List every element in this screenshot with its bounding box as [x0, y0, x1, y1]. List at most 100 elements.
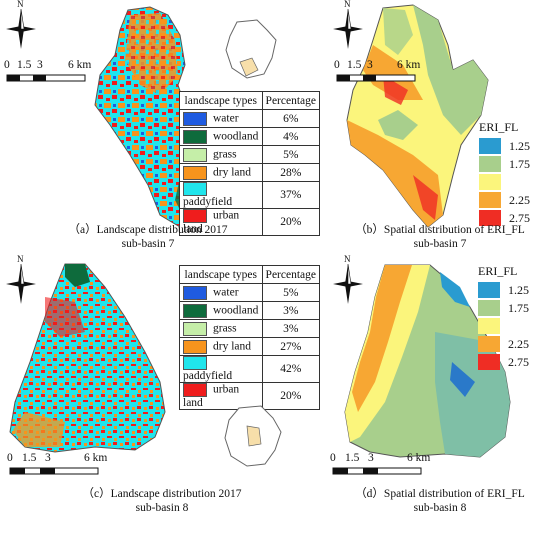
legend-item: 2.75 — [479, 209, 530, 227]
legend-item — [478, 317, 529, 335]
landscape-type-cell: grass — [179, 145, 263, 164]
legend-item: 1.25 — [479, 137, 530, 155]
legend-swatch — [478, 336, 500, 352]
table-row: dry land 27% — [179, 337, 321, 356]
landscape-type-label: urban land — [183, 209, 240, 235]
percentage-cell: 3% — [261, 319, 321, 338]
percentage-cell: 6% — [261, 109, 321, 128]
landscape-swatch — [183, 147, 207, 162]
scale-tick-1-5: 1.5 — [345, 452, 360, 464]
caption-d-line1: （d）Spatial distribution of ERI_FL — [355, 488, 525, 500]
percentage-cell: 5% — [261, 145, 321, 164]
landscape-type-cell: urban land — [179, 208, 263, 236]
legend-label: 2.75 — [508, 354, 529, 369]
landscape-map-subbasin-8 — [9, 263, 166, 453]
percentage-cell: 5% — [261, 283, 321, 302]
percentage-cell: 3% — [261, 301, 321, 320]
landscape-type-cell: water — [179, 109, 263, 128]
percentage-cell: 37% — [261, 181, 321, 209]
landscape-type-cell: dry land — [179, 163, 263, 182]
landscape-type-label: water — [213, 112, 239, 125]
legend-label: 2.25 — [508, 336, 529, 351]
landscape-table-subbasin-7: landscape types Percentage water 6% woodla… — [179, 91, 321, 236]
scale-tick-6km: 6 km — [407, 452, 431, 464]
legend-label: 1.25 — [509, 138, 530, 153]
legend-rows: 1.25 1.75 2.25 2.75 — [478, 281, 529, 371]
percentage-cell: 42% — [261, 355, 321, 383]
legend-swatch — [478, 318, 500, 334]
landscape-type-cell: paddyfield — [179, 355, 263, 383]
landscape-table-subbasin-8: landscape types Percentage water 5% woodla… — [179, 265, 321, 410]
table-row: water 6% — [179, 109, 321, 128]
landscape-type-label: dry land — [213, 166, 252, 179]
percentage-cell: 28% — [261, 163, 321, 182]
scale-tick-1-5: 1.5 — [347, 59, 362, 71]
scale-bar — [332, 467, 422, 475]
scale-bar — [336, 74, 416, 82]
north-arrow-icon — [6, 263, 36, 304]
scale-tick-6km: 6 km — [84, 452, 108, 464]
legend-swatch — [479, 192, 501, 208]
table-row: grass 5% — [179, 145, 321, 164]
landscape-swatch — [183, 129, 207, 144]
table-row: woodland 3% — [179, 301, 321, 320]
north-arrow-icon — [333, 8, 363, 49]
north-arrow-icon — [6, 8, 36, 49]
landscape-type-label: woodland — [213, 130, 259, 143]
caption-d-line2: sub-basin 8 — [413, 502, 467, 514]
scale-tick-0: 0 — [334, 59, 340, 71]
north-arrow-icon — [333, 263, 363, 304]
scale-tick-0: 0 — [330, 452, 336, 464]
table-row: dry land 28% — [179, 163, 321, 182]
caption-b-line1: （b）Spatial distribution of ERI_FL — [355, 224, 525, 236]
caption-a-line1: （a）Landscape distribution 2017 — [68, 224, 228, 236]
landscape-type-cell: grass — [179, 319, 263, 338]
table-row: paddyfield 42% — [179, 355, 321, 383]
eri-map-subbasin-7 — [346, 4, 489, 228]
table-header-pct: Percentage — [261, 91, 321, 110]
scale-tick-1-5: 1.5 — [17, 59, 32, 71]
landscape-swatch — [183, 339, 207, 354]
legend-label: 1.25 — [508, 282, 529, 297]
landscape-type-label: water — [213, 286, 239, 299]
north-label: N — [17, 254, 24, 264]
scale-tick-3: 3 — [367, 59, 373, 71]
landscape-type-cell: woodland — [179, 301, 263, 320]
legend-label: 1.75 — [508, 300, 529, 315]
table-header-pct: Percentage — [261, 265, 321, 284]
locator-map-subbasin-8 — [224, 405, 282, 467]
table-row: urban land 20% — [179, 382, 321, 410]
scale-tick-6km: 6 km — [397, 59, 421, 71]
landscape-swatch — [183, 356, 207, 370]
scale-tick-3: 3 — [368, 452, 374, 464]
landscape-swatch — [183, 303, 207, 318]
legend-title: ERI_FL — [478, 264, 518, 278]
percentage-cell: 27% — [261, 337, 321, 356]
north-label: N — [17, 0, 24, 9]
locator-map-subbasin-7 — [225, 19, 277, 79]
table-header-type: landscape types — [179, 91, 263, 110]
landscape-type-cell: urban land — [179, 382, 263, 410]
legend-swatch — [478, 282, 500, 298]
scale-tick-0: 0 — [4, 59, 10, 71]
legend-item: 1.75 — [478, 299, 529, 317]
scale-tick-0: 0 — [7, 452, 13, 464]
landscape-type-cell: paddyfield — [179, 181, 263, 209]
legend-swatch — [479, 210, 501, 226]
scale-bar — [9, 467, 99, 475]
legend-swatch — [478, 300, 500, 316]
eri-map-subbasin-8 — [344, 264, 511, 458]
landscape-swatch — [183, 321, 207, 336]
landscape-swatch — [183, 111, 207, 126]
percentage-cell: 4% — [261, 127, 321, 146]
landscape-swatch — [183, 182, 207, 196]
landscape-type-cell: water — [179, 283, 263, 302]
landscape-type-label: woodland — [213, 304, 259, 317]
legend-swatch — [479, 174, 501, 190]
landscape-type-label: grass — [213, 148, 237, 161]
landscape-swatch — [183, 285, 207, 300]
legend-label: 1.75 — [509, 156, 530, 171]
table-row: woodland 4% — [179, 127, 321, 146]
scale-tick-3: 3 — [45, 452, 51, 464]
legend-item: 1.75 — [479, 155, 530, 173]
